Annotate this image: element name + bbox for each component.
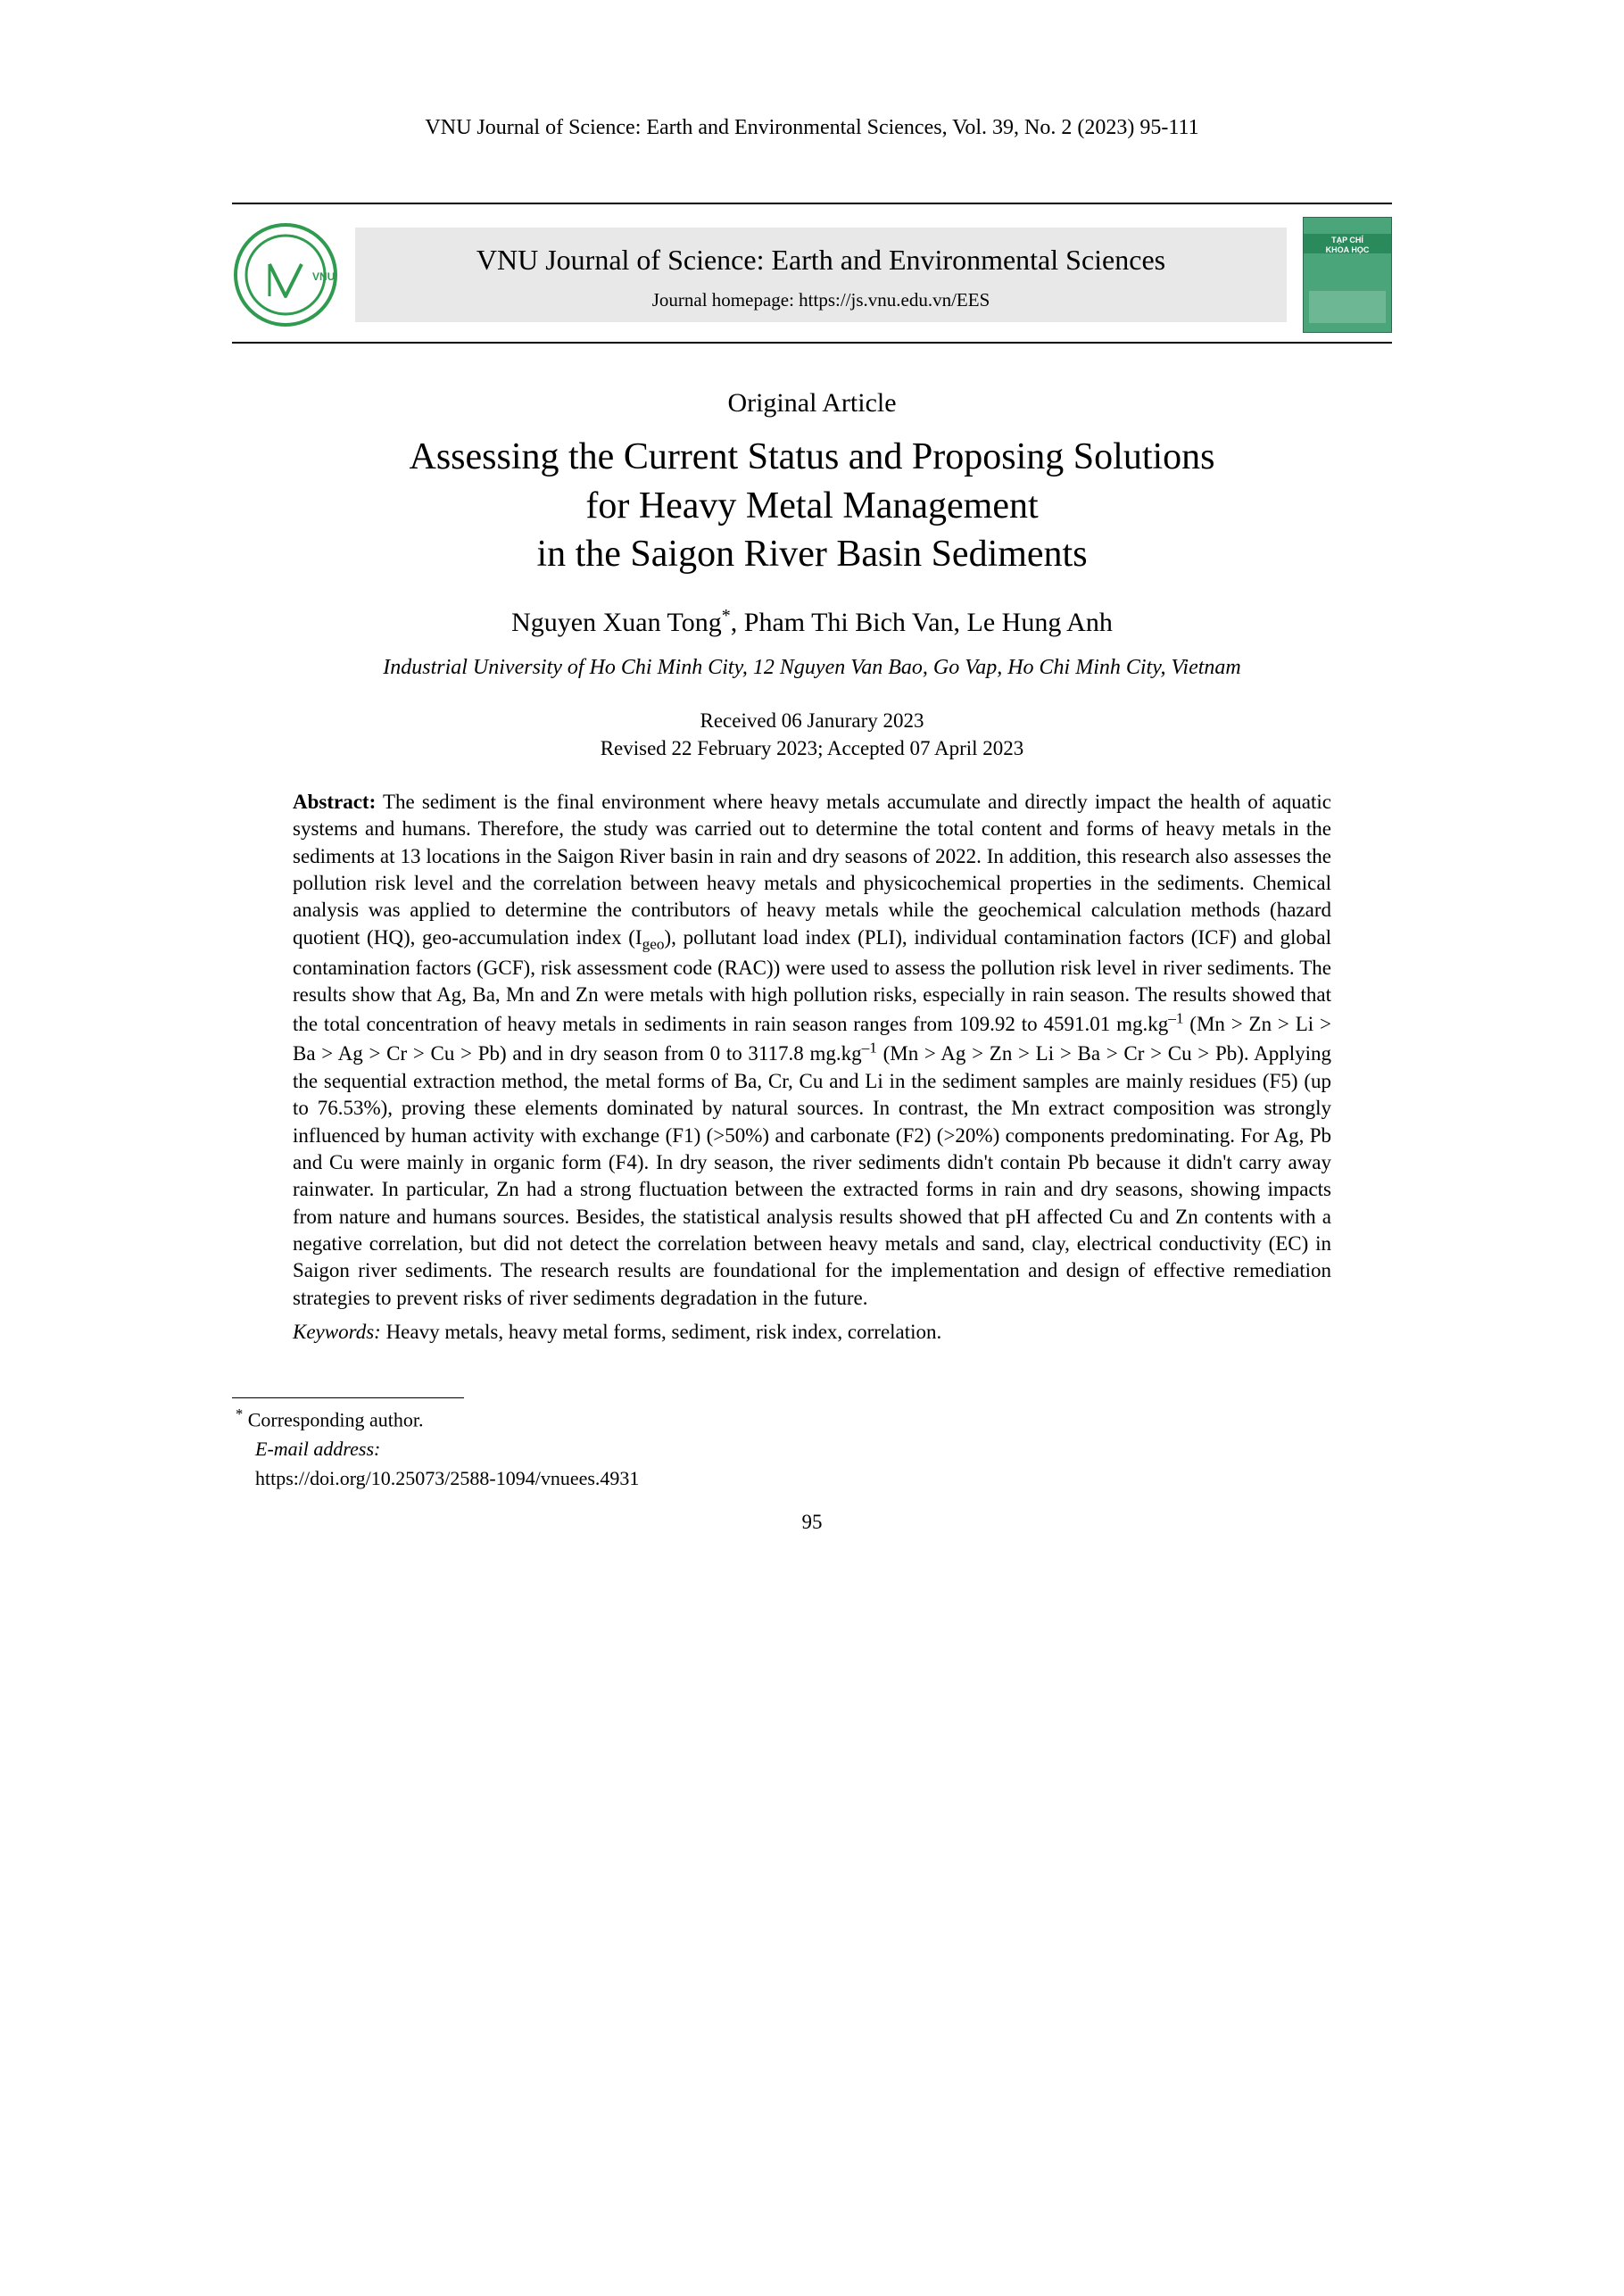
authors: Nguyen Xuan Tong*, Pham Thi Bich Van, Le… bbox=[232, 606, 1392, 638]
keywords-label: Keywords: bbox=[293, 1321, 381, 1343]
abstract: Abstract: The sediment is the final envi… bbox=[232, 789, 1392, 1312]
cover-label-top: TẠP CHÍ bbox=[1331, 236, 1363, 245]
abstract-label: Abstract: bbox=[293, 791, 376, 813]
journal-cover-thumbnail: TẠP CHÍ KHOA HỌC bbox=[1303, 217, 1392, 333]
vnu-logo-icon: VNU bbox=[232, 221, 339, 328]
cover-label-main: KHOA HỌC bbox=[1326, 245, 1370, 254]
article-type: Original Article bbox=[232, 388, 1392, 419]
journal-homepage: Journal homepage: https://js.vnu.edu.vn/… bbox=[366, 289, 1276, 311]
received-date: Received 06 Janurary 2023 bbox=[700, 709, 924, 732]
corresponding-author-note: * Corresponding author. bbox=[236, 1404, 1392, 1434]
journal-title: VNU Journal of Science: Earth and Enviro… bbox=[366, 244, 1276, 277]
article-title: Assessing the Current Status and Proposi… bbox=[232, 433, 1392, 579]
footnote-rule bbox=[232, 1397, 464, 1398]
keywords: Keywords: Heavy metals, heavy metal form… bbox=[232, 1321, 1392, 1344]
journal-title-block: VNU Journal of Science: Earth and Enviro… bbox=[355, 228, 1287, 322]
revised-accepted-date: Revised 22 February 2023; Accepted 07 Ap… bbox=[601, 737, 1024, 759]
footnotes: * Corresponding author. E-mail address: … bbox=[232, 1404, 1392, 1493]
email-line: E-mail address: bbox=[236, 1434, 1392, 1463]
running-header: VNU Journal of Science: Earth and Enviro… bbox=[232, 116, 1392, 140]
doi-line: https://doi.org/10.25073/2588-1094/vnuee… bbox=[236, 1463, 1392, 1493]
publication-dates: Received 06 Janurary 2023 Revised 22 Feb… bbox=[232, 707, 1392, 762]
page-number: 95 bbox=[232, 1511, 1392, 1534]
svg-text:VNU: VNU bbox=[312, 270, 335, 283]
keywords-text: Heavy metals, heavy metal forms, sedimen… bbox=[386, 1321, 942, 1343]
journal-banner: VNU VNU Journal of Science: Earth and En… bbox=[232, 203, 1392, 344]
affiliation: Industrial University of Ho Chi Minh Cit… bbox=[232, 656, 1392, 680]
abstract-body: The sediment is the final environment wh… bbox=[293, 791, 1331, 1309]
